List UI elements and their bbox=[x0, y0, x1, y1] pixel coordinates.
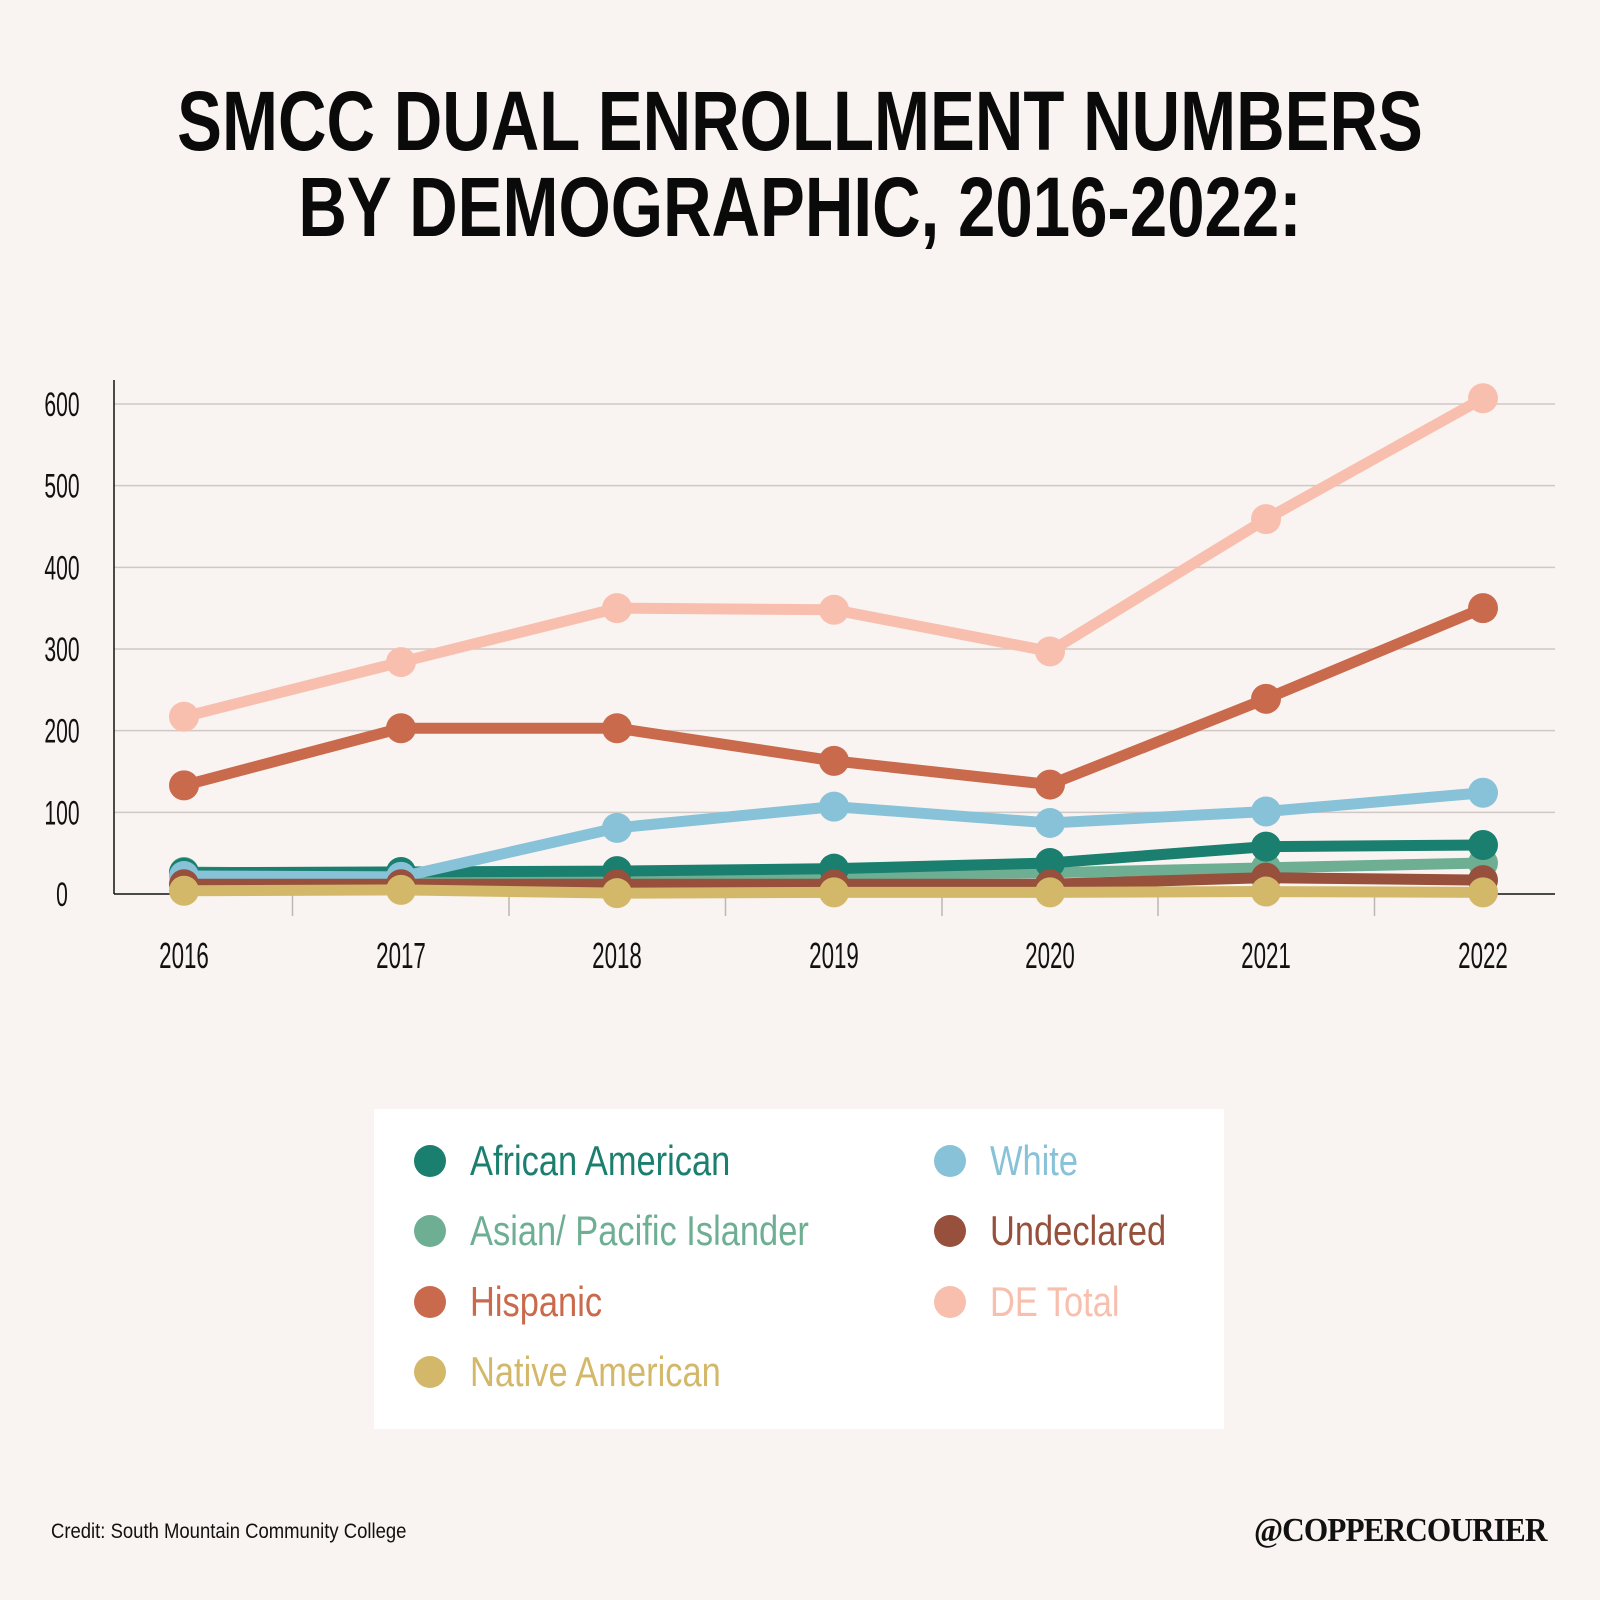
chart-title-line-1: SMCC DUAL ENROLLMENT NUMBERS bbox=[177, 74, 1423, 168]
y-tick-label: 100 bbox=[44, 793, 79, 831]
series-line-de-total bbox=[182, 393, 1486, 723]
data-point-white bbox=[819, 791, 849, 822]
x-tick-label: 2018 bbox=[592, 937, 642, 977]
data-point-de-total bbox=[1251, 504, 1281, 535]
legend-dot-icon bbox=[414, 1145, 446, 1177]
data-point-de-total bbox=[1468, 383, 1498, 414]
x-tick-label: 2022 bbox=[1458, 937, 1508, 977]
legend-item-african-american: African American bbox=[414, 1131, 787, 1191]
data-point-de-total bbox=[1035, 636, 1065, 667]
legend-item-hispanic: Hispanic bbox=[414, 1272, 631, 1332]
legend-label: Hispanic bbox=[470, 1278, 603, 1325]
data-point-native-american bbox=[386, 874, 416, 905]
x-tick-label: 2017 bbox=[376, 937, 426, 977]
chart-title-line-2: BY DEMOGRAPHIC, 2016-2022: bbox=[298, 160, 1302, 254]
legend-item-de-total: DE Total bbox=[934, 1272, 1148, 1332]
x-tick-label: 2019 bbox=[809, 937, 859, 977]
data-point-white bbox=[1035, 807, 1065, 838]
data-point-african-american bbox=[1035, 847, 1065, 878]
data-point-hispanic bbox=[169, 770, 199, 801]
legend-label: Undeclared bbox=[990, 1207, 1167, 1254]
y-tick-label: 300 bbox=[44, 630, 79, 668]
y-tick-label: 500 bbox=[44, 466, 79, 504]
legend-item-undeclared: Undeclared bbox=[934, 1201, 1205, 1261]
x-tick-label: 2021 bbox=[1241, 937, 1291, 977]
data-point-de-total bbox=[386, 647, 416, 678]
y-tick-label: 200 bbox=[44, 711, 79, 749]
legend-label: Native American bbox=[470, 1348, 721, 1395]
legend-item-white: White bbox=[934, 1131, 1097, 1191]
data-point-de-total bbox=[602, 593, 632, 624]
credit-text: Credit: South Mountain Community College bbox=[51, 1520, 407, 1543]
data-point-hispanic bbox=[819, 745, 849, 776]
data-point-native-american bbox=[1251, 876, 1281, 907]
legend-item-asian-pacific-islander: Asian/ Pacific Islander bbox=[414, 1201, 883, 1261]
data-point-native-american bbox=[1035, 877, 1065, 908]
legend-dot-icon bbox=[934, 1215, 966, 1247]
legend-item-native-american: Native American bbox=[414, 1342, 776, 1402]
data-point-white bbox=[602, 812, 632, 843]
data-point-native-american bbox=[819, 877, 849, 908]
line-chart: 0 100 200 300 400 500 600 2016 2017 2018 2019 2020 2… bbox=[44, 380, 1555, 977]
legend-label: Asian/ Pacific Islander bbox=[470, 1207, 809, 1254]
legend-label: African American bbox=[470, 1137, 731, 1184]
legend-dot-icon bbox=[934, 1286, 966, 1318]
data-point-de-total bbox=[169, 701, 199, 732]
y-tick-label: 400 bbox=[44, 548, 79, 586]
data-point-hispanic bbox=[1035, 769, 1065, 800]
data-point-white bbox=[1468, 777, 1498, 808]
y-tick-label: 0 bbox=[56, 875, 68, 913]
data-point-african-american bbox=[1251, 831, 1281, 862]
legend-dot-icon bbox=[414, 1215, 446, 1247]
brand-logo: @COPPERCOURIER bbox=[1254, 1512, 1547, 1549]
data-point-african-american bbox=[1468, 830, 1498, 860]
data-point-white bbox=[1251, 796, 1281, 827]
legend-label: DE Total bbox=[990, 1278, 1120, 1325]
data-point-hispanic bbox=[386, 713, 416, 744]
legend-dot-icon bbox=[934, 1145, 966, 1177]
data-point-hispanic bbox=[1468, 593, 1498, 624]
data-point-native-american bbox=[1468, 877, 1498, 908]
data-point-de-total bbox=[819, 594, 849, 625]
data-point-hispanic bbox=[602, 713, 632, 744]
legend-dot-icon bbox=[414, 1286, 446, 1318]
x-tick-label: 2020 bbox=[1025, 937, 1075, 977]
y-tick-label: 600 bbox=[44, 385, 79, 423]
x-tick-label: 2016 bbox=[159, 937, 209, 977]
data-point-hispanic bbox=[1251, 683, 1281, 714]
legend: African American Asian/ Pacific Islander… bbox=[374, 1109, 1224, 1429]
legend-dot-icon bbox=[414, 1356, 446, 1388]
data-point-native-american bbox=[169, 875, 199, 906]
chart-title: SMCC DUAL ENROLLMENT NUMBERS BY DEMOGRAP… bbox=[160, 78, 1440, 250]
legend-label: White bbox=[990, 1137, 1079, 1184]
data-point-native-american bbox=[602, 878, 632, 909]
